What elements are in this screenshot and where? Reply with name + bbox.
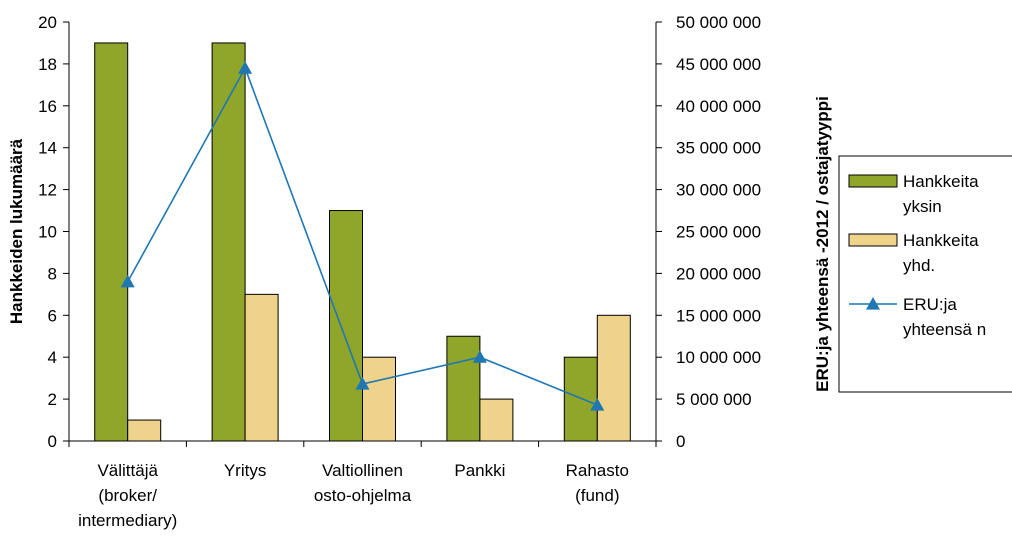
eru-marker-2 xyxy=(355,377,370,390)
y-tick-label-left: 16 xyxy=(38,97,57,116)
y-tick-label-right: 15 000 000 xyxy=(676,306,761,325)
y-tick-label-left: 12 xyxy=(38,181,57,200)
x-category-label: Yritys xyxy=(224,461,267,480)
x-category-label: Välittäjä xyxy=(97,461,158,480)
x-category-label: Rahasto xyxy=(566,461,629,480)
y-tick-label-left: 10 xyxy=(38,223,57,242)
y-tick-label-right: 5 000 000 xyxy=(676,390,752,409)
legend-label-2: ERU:ja xyxy=(903,295,957,314)
eru-marker-0 xyxy=(120,274,135,288)
bar-yksin-3 xyxy=(446,335,481,442)
y-tick-label-right: 30 000 000 xyxy=(676,181,761,200)
eru-marker-4 xyxy=(590,397,605,411)
legend-label-1: Hankkeita xyxy=(903,231,979,250)
y-tick-label-right: 50 000 000 xyxy=(676,13,761,32)
bar-yksin-1 xyxy=(211,42,246,442)
legend-swatch-marker xyxy=(866,297,880,310)
y-tick-label-right: 0 xyxy=(676,432,685,451)
y-tick-label-left: 4 xyxy=(48,348,57,367)
bar-yksin-2 xyxy=(329,210,363,442)
y-tick-label-right: 40 000 000 xyxy=(676,97,761,116)
y-tick-label-right: 25 000 000 xyxy=(676,223,761,242)
x-category-label: intermediary) xyxy=(78,511,177,530)
eru-marker-3 xyxy=(472,350,487,363)
y-tick-label-left: 2 xyxy=(48,390,57,409)
y-tick-label-right: 45 000 000 xyxy=(676,55,761,74)
y-tick-label-left: 6 xyxy=(48,306,57,325)
y-tick-label-left: 0 xyxy=(48,432,57,451)
bar-yhd-2 xyxy=(362,356,396,442)
x-category-label: (fund) xyxy=(575,486,619,505)
bar-yksin-0 xyxy=(94,42,129,442)
y-axis-title-right: ERU:ja yhteensä -2012 / ostajatyyppi xyxy=(813,96,832,392)
legend-label-0: yksin xyxy=(903,197,942,216)
x-category-label: osto-ohjelma xyxy=(314,486,412,505)
bar-yhd-3 xyxy=(479,398,514,442)
legend-label-0: Hankkeita xyxy=(903,172,979,191)
legend-label-1: yhd. xyxy=(903,256,935,275)
y-tick-label-right: 10 000 000 xyxy=(676,348,761,367)
y-tick-label-left: 14 xyxy=(38,139,57,158)
bar-yhd-4 xyxy=(596,314,631,442)
legend-label-2: yhteensä n xyxy=(903,320,986,339)
y-tick-label-left: 8 xyxy=(48,264,57,283)
y-axis-title-left: Hankkeiden lukumäärä xyxy=(7,138,26,324)
legend-swatch-0 xyxy=(848,174,898,188)
y-tick-label-right: 35 000 000 xyxy=(676,139,761,158)
legend-swatch-1 xyxy=(848,233,898,247)
legend-box xyxy=(838,155,1012,393)
x-category-label: Valtiollinen xyxy=(322,461,403,480)
x-category-label: (broker/ xyxy=(98,486,157,505)
y-tick-label-left: 18 xyxy=(38,55,57,74)
x-category-label: Pankki xyxy=(454,461,505,480)
bar-yhd-1 xyxy=(244,293,279,442)
y-tick-label-left: 20 xyxy=(38,13,57,32)
y-tick-label-right: 20 000 000 xyxy=(676,264,761,283)
bar-yhd-0 xyxy=(127,419,162,442)
eru-marker-1 xyxy=(238,61,253,74)
